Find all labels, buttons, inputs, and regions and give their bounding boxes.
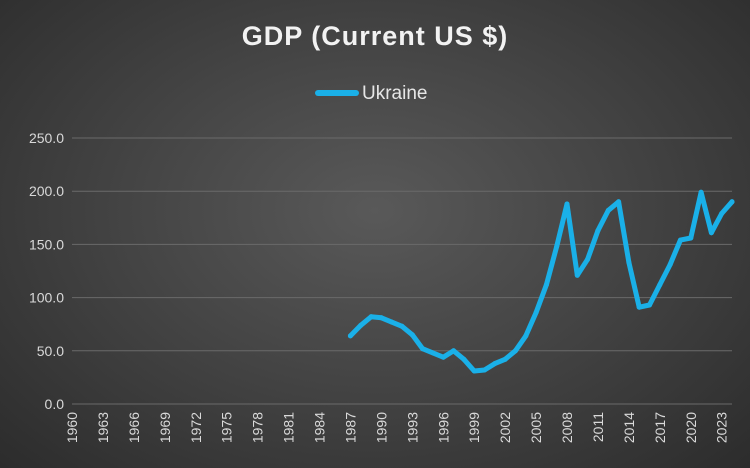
data-point [492,361,498,367]
y-tick-label: 50.0 [37,343,64,359]
data-point [347,333,353,339]
x-tick-label: 2011 [590,412,606,442]
y-tick-label: 0.0 [45,396,65,412]
data-point [595,228,601,234]
data-point [451,348,457,354]
data-point [512,348,518,354]
x-tick-label: 2014 [621,412,637,443]
series-line-ukraine [347,189,735,374]
data-point [667,262,673,268]
data-point [605,207,611,213]
data-point [399,323,405,329]
x-tick-label: 2002 [497,412,513,443]
x-tick-label: 2008 [559,412,575,443]
data-point [585,256,591,262]
x-tick-label: 1981 [281,412,297,443]
data-point [533,310,539,315]
data-point [708,230,714,236]
data-point [358,322,364,328]
data-point [677,237,683,243]
data-point [482,367,487,373]
data-point [420,346,426,352]
x-tick-label: 1996 [435,412,451,443]
data-point [688,235,694,241]
x-tick-label: 1975 [219,412,235,443]
x-tick-label: 2023 [714,412,730,443]
x-tick-label: 1969 [157,412,173,443]
data-point [378,315,384,321]
x-tick-label: 1993 [404,412,420,443]
x-tick-label: 2020 [683,412,699,443]
x-tick-label: 1972 [188,412,204,443]
data-point [719,211,725,216]
x-tick-label: 1999 [466,412,482,443]
data-point [430,350,436,356]
data-point [657,282,663,288]
chart-title: GDP (Current US $) [242,21,509,51]
data-point [729,199,735,205]
legend: Ukraine [315,83,427,104]
data-point [574,272,580,278]
x-tick-label: 1984 [312,412,328,443]
y-axis: 0.0 50.0 100.0 150.0 200.0 250.0 [29,130,64,412]
data-point [554,244,560,249]
data-point [409,332,415,338]
x-tick-label: 1978 [250,412,266,443]
data-point [389,319,395,325]
x-tick-label: 1987 [342,412,358,443]
x-tick-label: 1963 [95,412,111,443]
legend-label-ukraine: Ukraine [362,83,427,104]
data-point [626,260,632,265]
data-point [543,282,549,288]
y-tick-label: 200.0 [29,183,64,199]
y-tick-label: 150.0 [29,236,64,252]
series-layer [347,189,735,374]
data-point [461,356,467,362]
data-point [647,302,652,308]
data-point [368,314,374,320]
grid [72,137,732,405]
x-tick-label: 1990 [373,412,389,443]
x-tick-label: 2005 [528,412,544,443]
data-point [440,354,446,360]
x-axis: 1960 1963 1966 1969 1972 1975 1978 1981 1984 1987… [64,412,730,443]
x-tick-label: 1960 [64,412,80,443]
data-point [698,189,704,195]
data-point [564,201,570,207]
data-point [471,368,477,374]
data-point [636,304,642,310]
data-point [502,356,508,362]
y-tick-label: 100.0 [29,290,64,306]
data-point [616,199,622,205]
data-point [523,333,529,339]
x-tick-label: 2017 [652,412,668,443]
y-tick-label: 250.0 [29,130,64,146]
x-tick-label: 1966 [126,412,142,443]
